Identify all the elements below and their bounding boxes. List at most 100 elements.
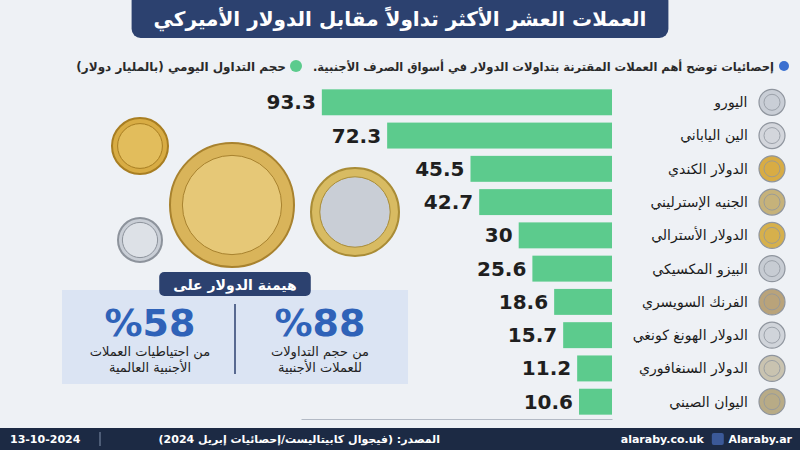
bar xyxy=(554,289,612,315)
date: 13-10-2024 xyxy=(10,433,81,446)
coin-icon xyxy=(759,389,785,415)
category-label: الين الياباني xyxy=(680,127,748,144)
facebook-icon xyxy=(712,433,724,445)
coin-icon-ring xyxy=(764,128,780,144)
category-label: اليورو xyxy=(713,94,747,111)
coin-icon xyxy=(759,89,785,115)
infographic: العملات العشر الأكثر تداولاً مقابل الدول… xyxy=(0,0,800,450)
bar xyxy=(470,156,612,182)
panel-divider xyxy=(234,304,236,374)
legend-label: حجم التداول اليومي (بالمليار دولار) xyxy=(76,60,286,75)
coin-icon-ring xyxy=(764,94,780,110)
legend: حجم التداول اليومي (بالمليار دولار) xyxy=(76,60,302,75)
title-bar xyxy=(132,0,669,38)
x-axis xyxy=(302,419,613,420)
category-label: البيزو المكسيكي xyxy=(652,261,748,278)
coin-icon xyxy=(759,256,785,282)
bar xyxy=(579,389,612,415)
category-label: الدولار الكندي xyxy=(668,161,748,178)
coin-icon xyxy=(759,355,785,381)
source: المصدر: (فيجوال كابيتاليست/إحصائيات إبري… xyxy=(159,433,440,446)
coin xyxy=(112,118,168,174)
coin-face xyxy=(118,124,163,169)
bar xyxy=(322,89,612,115)
header: العملات العشر الأكثر تداولاً مقابل الدول… xyxy=(132,0,669,38)
category-label: الدولار الهونغ كونغي xyxy=(633,327,748,344)
y-tick: الدولار الهونغ كونغي xyxy=(633,327,748,344)
y-tick: البيزو المكسيكي xyxy=(652,261,748,278)
data-label: 42.7 xyxy=(424,190,473,214)
coin-icon-ring xyxy=(764,161,780,177)
data-label: 18.6 xyxy=(499,290,548,314)
social: Alaraby.ar xyxy=(728,433,792,446)
category-label: اليوان الصيني xyxy=(669,394,748,411)
y-tick: اليورو xyxy=(713,94,747,111)
data-labels: 93.3 72.3 45.5 42.7 30 25.6 18.6 15.7 11.2 10.6 xyxy=(266,90,573,413)
coin-icon xyxy=(759,222,785,248)
y-tick: الين الياباني xyxy=(680,127,748,144)
stat-value: %58 xyxy=(105,301,196,345)
data-label: 45.5 xyxy=(415,157,464,181)
y-tick: اليوان الصيني xyxy=(669,394,748,411)
data-label: 93.3 xyxy=(266,90,315,114)
x-axis-line xyxy=(302,419,613,420)
coin-face xyxy=(182,155,281,254)
coin-icon-ring xyxy=(764,227,780,243)
stat-value: %88 xyxy=(275,301,366,345)
coin-icon-ring xyxy=(764,327,780,343)
bar xyxy=(519,222,612,248)
coin-icon xyxy=(759,156,785,182)
coin-icon-ring xyxy=(764,194,780,210)
coin-icon-ring xyxy=(764,261,780,277)
stat-text: من احتياطيات العملاتالأجنبية العالمية xyxy=(90,344,210,375)
y-tick: الفرنك السويسري xyxy=(642,294,748,311)
panel-title: هيمنة الدولار على xyxy=(173,277,297,294)
coin-illustration xyxy=(112,118,399,267)
category-label: الفرنك السويسري xyxy=(642,294,748,311)
category-label: الجنيه الإسترليني xyxy=(650,194,748,211)
coin-icon-ring xyxy=(764,394,780,410)
coin-icon xyxy=(759,189,785,215)
website: alaraby.co.uk xyxy=(621,433,705,446)
category-label: الدولار الأسترالي xyxy=(651,226,748,244)
coin xyxy=(170,143,294,267)
data-label: 25.6 xyxy=(477,257,526,281)
coin-icon-ring xyxy=(764,360,780,376)
data-label: 30 xyxy=(485,223,513,247)
coin-icon xyxy=(759,123,785,149)
subtitle: إحصائيات توضح أهم العملات المقترنة بتداو… xyxy=(313,59,774,75)
panel-box xyxy=(62,290,408,384)
background xyxy=(0,0,800,450)
y-tick: الجنيه الإسترليني xyxy=(650,194,748,211)
y-tick: الدولار الكندي xyxy=(668,161,748,178)
data-label: 11.2 xyxy=(522,356,571,380)
coin-icon xyxy=(759,322,785,348)
coin-face xyxy=(122,222,157,257)
coin-face xyxy=(320,177,390,247)
data-label: 10.6 xyxy=(524,390,573,414)
category-label: الدولار السنغافوري xyxy=(639,360,748,377)
bullet xyxy=(779,61,789,71)
panel-title-bar xyxy=(159,272,311,296)
footer-bar xyxy=(0,428,800,450)
data-label: 72.3 xyxy=(332,124,381,148)
title: العملات العشر الأكثر تداولاً مقابل الدول… xyxy=(154,6,647,32)
y-axis: اليورو الين الياباني الدولار الكندي الجنيه … xyxy=(633,94,748,410)
bar xyxy=(387,123,612,149)
legend-swatch xyxy=(290,60,302,72)
coin xyxy=(118,218,162,262)
stat-text: من حجم التداولاتللعملات الأجنبية xyxy=(271,344,369,375)
y-tick: الدولار الأسترالي xyxy=(651,226,748,244)
data-label: 15.7 xyxy=(508,323,557,347)
coin-icon-ring xyxy=(764,294,780,310)
footer-divider xyxy=(100,432,101,446)
dominance-panel: هيمنة الدولار على %88من حجم التداولاتللعم… xyxy=(62,272,408,384)
bar xyxy=(577,355,612,381)
y-tick: الدولار السنغافوري xyxy=(639,360,748,377)
bar xyxy=(479,189,612,215)
coin xyxy=(311,168,399,256)
bar xyxy=(563,322,612,348)
coin-icon xyxy=(759,289,785,315)
bar xyxy=(532,256,612,282)
footer: 13-10-2024 المصدر: (فيجوال كابيتاليست/إحص… xyxy=(0,428,800,450)
